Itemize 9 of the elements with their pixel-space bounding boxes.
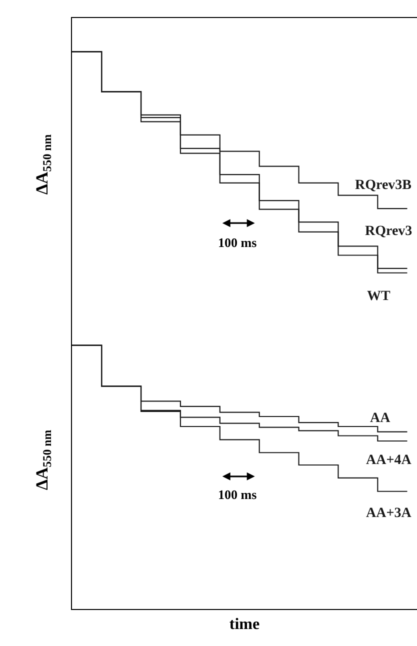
series-label: RQrev3B — [355, 178, 412, 193]
series-label: AA — [370, 411, 392, 426]
x-axis-title: time — [229, 616, 260, 633]
annotation: 100 ms — [218, 487, 257, 502]
series-label: WT — [367, 289, 391, 304]
series-label: AA+3A — [366, 506, 412, 521]
series-label: AA+4A — [366, 453, 412, 468]
annotation: 100 ms — [218, 235, 257, 250]
series-label: RQrev3 — [365, 224, 412, 239]
